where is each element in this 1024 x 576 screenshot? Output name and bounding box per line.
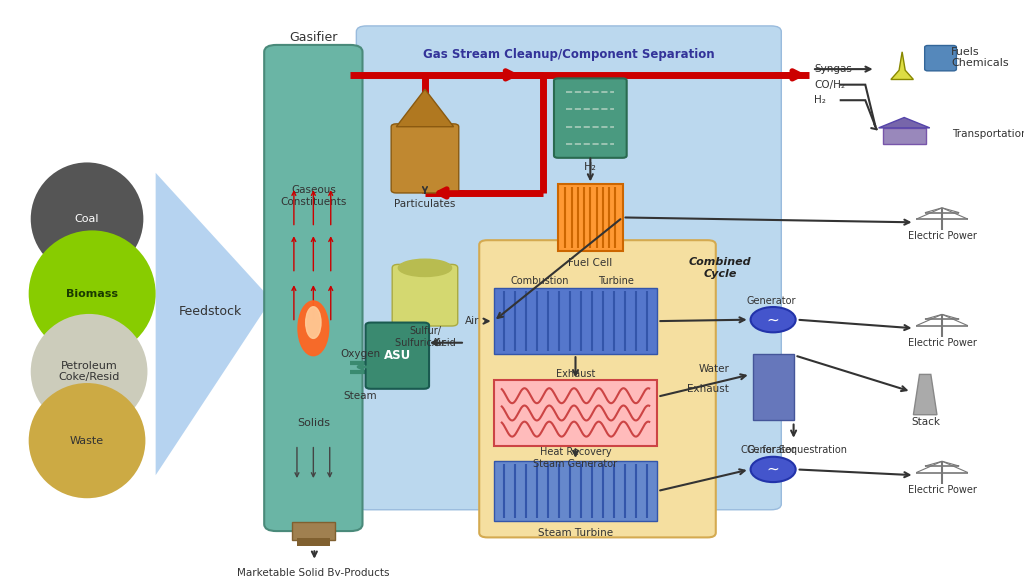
Bar	[297, 538, 330, 546]
Bar	[292, 522, 335, 540]
Bar	[883, 128, 926, 144]
FancyBboxPatch shape	[356, 26, 781, 510]
Polygon shape	[891, 52, 913, 79]
Ellipse shape	[29, 383, 145, 498]
Text: Combined
Cycle: Combined Cycle	[688, 257, 752, 279]
Text: Generator: Generator	[746, 295, 796, 306]
Text: ~: ~	[767, 312, 779, 327]
Ellipse shape	[31, 314, 147, 429]
Text: Combustion: Combustion	[510, 276, 568, 286]
Ellipse shape	[31, 162, 143, 275]
Text: Waste: Waste	[70, 435, 104, 446]
FancyBboxPatch shape	[554, 78, 627, 158]
Text: Petroleum
Coke/Resid: Petroleum Coke/Resid	[58, 361, 120, 382]
Text: Air: Air	[432, 338, 446, 348]
Bar	[494, 288, 657, 354]
Text: Feedstock: Feedstock	[178, 305, 242, 317]
Text: Air: Air	[465, 316, 479, 326]
Polygon shape	[396, 89, 454, 127]
Ellipse shape	[298, 301, 329, 356]
Text: Electric Power: Electric Power	[907, 231, 977, 241]
Text: Solids: Solids	[297, 418, 330, 429]
Text: Syngas: Syngas	[814, 64, 852, 74]
Polygon shape	[879, 118, 930, 128]
Text: Coal: Coal	[75, 214, 99, 224]
Text: H₂: H₂	[814, 95, 826, 105]
FancyBboxPatch shape	[264, 45, 362, 531]
Text: CO/H₂: CO/H₂	[814, 79, 845, 90]
Bar	[494, 461, 657, 521]
Text: Generator: Generator	[746, 445, 796, 456]
Text: Turbine: Turbine	[598, 276, 635, 286]
FancyBboxPatch shape	[391, 124, 459, 193]
Text: Sulfur/
Sulfuric Acid: Sulfur/ Sulfuric Acid	[394, 326, 456, 348]
Ellipse shape	[398, 259, 452, 276]
Text: Electric Power: Electric Power	[907, 338, 977, 348]
Text: Steam: Steam	[344, 391, 377, 401]
Text: Gasifier: Gasifier	[289, 31, 338, 44]
Bar	[753, 354, 794, 420]
Text: ~: ~	[767, 462, 779, 477]
Text: Particulates: Particulates	[394, 199, 456, 210]
Text: H₂: H₂	[584, 162, 597, 172]
Circle shape	[751, 457, 796, 482]
Ellipse shape	[29, 230, 156, 357]
Text: Gaseous
Constituents: Gaseous Constituents	[281, 185, 346, 207]
FancyBboxPatch shape	[479, 240, 716, 537]
Text: Gas Stream Cleanup/Component Separation: Gas Stream Cleanup/Component Separation	[423, 48, 714, 61]
Text: Exhaust: Exhaust	[687, 384, 729, 394]
Bar	[494, 380, 657, 446]
Text: ASU: ASU	[384, 349, 411, 362]
FancyBboxPatch shape	[925, 46, 956, 71]
Circle shape	[751, 307, 796, 332]
FancyBboxPatch shape	[392, 264, 458, 326]
Text: Transportation Fuels: Transportation Fuels	[952, 128, 1024, 139]
Text: Marketable Solid By-Products: Marketable Solid By-Products	[238, 568, 389, 576]
Text: Exhaust: Exhaust	[556, 369, 595, 380]
FancyBboxPatch shape	[366, 323, 429, 389]
Text: Stack: Stack	[911, 416, 940, 427]
Polygon shape	[913, 374, 937, 415]
Text: Fuel Cell: Fuel Cell	[568, 258, 612, 268]
Text: Steam Turbine: Steam Turbine	[538, 528, 613, 538]
Bar	[558, 184, 623, 251]
Text: Biomass: Biomass	[67, 289, 118, 299]
Polygon shape	[156, 173, 271, 475]
Ellipse shape	[305, 307, 322, 339]
Text: Heat Recovery
Steam Generator: Heat Recovery Steam Generator	[534, 447, 617, 469]
Text: Fuels
Chemicals: Fuels Chemicals	[951, 47, 1009, 69]
Text: CO₂ for Sequestration: CO₂ for Sequestration	[740, 445, 847, 456]
Text: Oxygen: Oxygen	[340, 349, 381, 359]
Text: Electric Power: Electric Power	[907, 484, 977, 495]
Text: Water: Water	[698, 363, 729, 374]
